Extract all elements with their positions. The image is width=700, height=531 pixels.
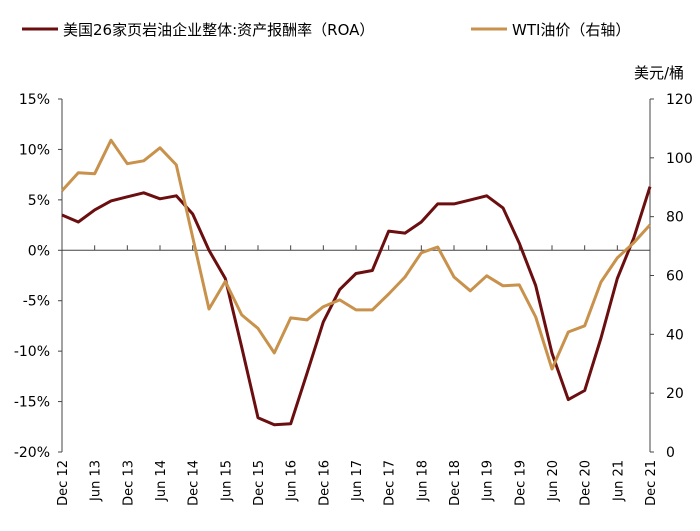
- x-tick-label: Jun 18: [415, 460, 430, 502]
- roa-line: [61, 186, 652, 427]
- right-tick-label: 20: [666, 386, 684, 402]
- left-tick-label: -20%: [14, 445, 50, 461]
- right-tick-label: 0: [666, 445, 675, 461]
- legend-label-roa: 美国26家页岩油企业整体:资产报酬率（ROA）: [63, 21, 374, 39]
- x-tick-label: Dec 15: [252, 460, 267, 506]
- left-tick-label: -5%: [23, 294, 50, 310]
- x-tick-label: Dec 14: [187, 460, 202, 506]
- x-tick-label: Dec 20: [579, 460, 594, 506]
- x-tick-label: Jun 16: [285, 460, 300, 502]
- right-tick-label: 100: [666, 151, 693, 167]
- right-axis-unit: 美元/桶: [634, 64, 684, 82]
- left-tick-label: -10%: [14, 344, 50, 360]
- x-tick-label: Jun 14: [154, 460, 169, 502]
- x-tick-label: Dec 17: [383, 460, 398, 506]
- wti-line: [60, 138, 652, 371]
- x-tick-label: Dec 12: [56, 460, 71, 506]
- right-tick-label: 60: [666, 269, 684, 285]
- left-tick-label: -15%: [14, 395, 50, 411]
- left-tick-label: 5%: [28, 193, 50, 209]
- x-tick-label: Jun 20: [546, 460, 561, 502]
- left-tick-label: 10%: [19, 142, 50, 158]
- legend: 美国26家页岩油企业整体:资产报酬率（ROA） WTI油价（右轴）: [22, 21, 630, 39]
- right-tick-label: 80: [666, 210, 684, 226]
- x-tick-label: Dec 19: [513, 460, 528, 506]
- x-tick-label: Dec 13: [121, 460, 136, 506]
- x-tick-label: Jun 15: [219, 460, 234, 502]
- left-tick-label: 0%: [28, 243, 50, 259]
- x-tick-label: Dec 16: [317, 460, 332, 506]
- left-tick-label: 15%: [19, 92, 50, 108]
- x-tick-label: Dec 18: [448, 460, 463, 506]
- right-tick-label: 120: [666, 92, 693, 108]
- legend-label-wti: WTI油价（右轴）: [512, 21, 630, 39]
- x-tick-label: Jun 17: [350, 460, 365, 502]
- x-tick-label: Dec 21: [644, 460, 659, 506]
- right-tick-label: 40: [666, 327, 684, 343]
- x-tick-label: Jun 21: [611, 460, 626, 502]
- x-tick-label: Jun 13: [89, 460, 104, 502]
- x-tick-label: Jun 19: [481, 460, 496, 502]
